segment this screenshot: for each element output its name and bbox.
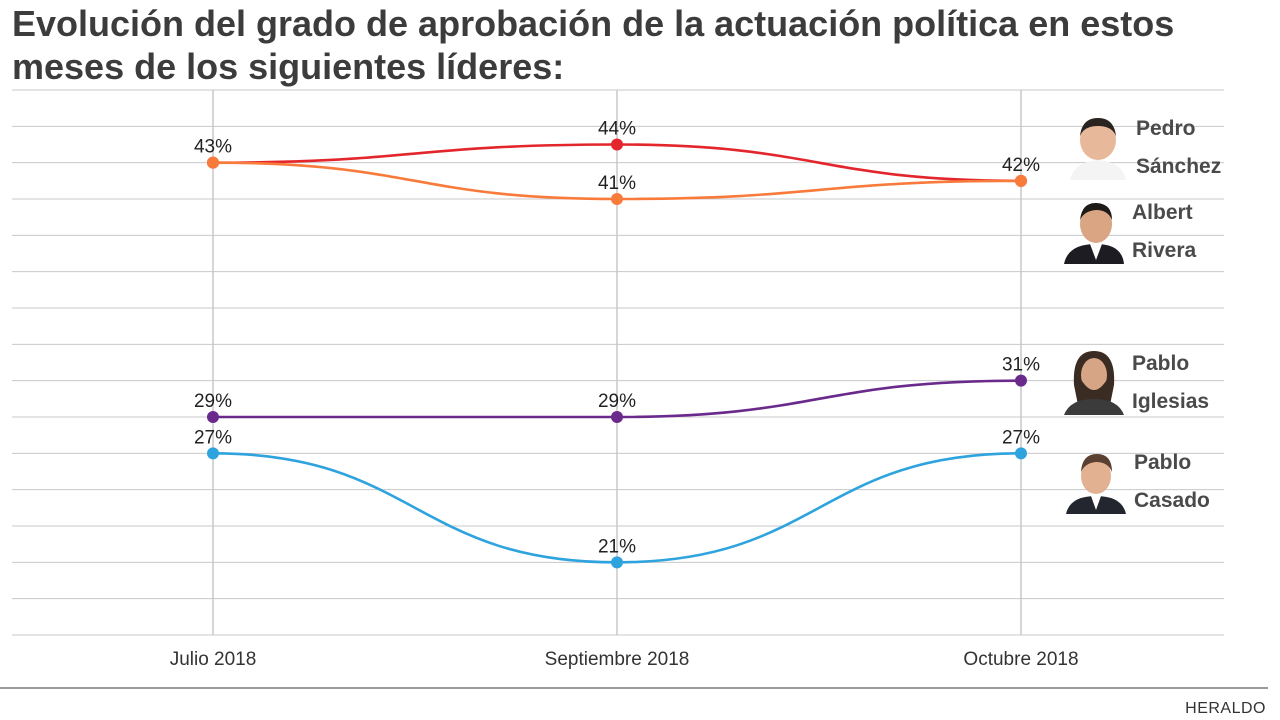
- data-point-pablo-casado: [611, 556, 623, 569]
- data-point-pablo-iglesias: [611, 411, 623, 423]
- data-label-pablo-casado: 21%: [598, 536, 636, 557]
- data-point-pablo-iglesias: [207, 411, 219, 423]
- x-tick-label: Julio 2018: [170, 649, 257, 670]
- data-point-pablo-iglesias: [1015, 374, 1027, 387]
- data-point-pablo-casado: [207, 447, 219, 460]
- legend-albert-rivera: Albert Rivera: [1064, 194, 1280, 274]
- line-chart: Julio 2018 Septiembre 2018 Octubre 2018 44%…: [12, 89, 1224, 670]
- legend-last-name: Iglesias: [1132, 390, 1210, 413]
- data-point-albert-rivera: [207, 156, 219, 169]
- data-point-pedro-sanchez: [611, 138, 623, 151]
- x-tick-label: Octubre 2018: [963, 649, 1078, 670]
- data-point-pablo-casado: [1015, 447, 1027, 460]
- data-label-pablo-iglesias: 29%: [194, 391, 232, 412]
- chart-title-line-2: meses de los siguientes líderes:: [12, 46, 565, 87]
- data-label-pedro-sanchez: 44%: [598, 119, 636, 140]
- x-tick-label: Septiembre 2018: [545, 649, 690, 670]
- pedro-sanchez-photo: [1070, 118, 1126, 180]
- data-label-albert-rivera: 41%: [598, 173, 636, 194]
- data-label-pablo-casado: 27%: [194, 427, 232, 448]
- data-label-pablo-casado: 27%: [1002, 427, 1040, 448]
- data-label-pedro-sanchez: 42%: [1002, 155, 1040, 176]
- legend-first-name: Pablo: [1132, 352, 1190, 375]
- legend-pablo-casado: Pablo Casado: [1066, 444, 1280, 524]
- source-credit: HERALDO: [1185, 700, 1266, 717]
- albert-rivera-photo: [1064, 202, 1124, 264]
- pablo-iglesias-photo: [1064, 351, 1124, 415]
- data-label-pablo-iglesias: 31%: [1002, 355, 1040, 376]
- chart-title: Evolución del grado de aprobación de la …: [12, 2, 1280, 94]
- legend-first-name: Pablo: [1134, 451, 1192, 474]
- legend-first-name: Albert: [1132, 201, 1193, 224]
- data-label-albert-rivera: 43%: [194, 137, 232, 158]
- data-point-albert-rivera: [611, 193, 623, 205]
- chart-title-line-1: Evolución del grado de aprobación de la …: [12, 3, 1175, 44]
- data-label-pablo-iglesias: 29%: [598, 391, 636, 412]
- data-point-albert-rivera: [1015, 174, 1027, 187]
- legend-pedro-sanchez: Pedro Sánchez: [1068, 110, 1280, 190]
- pablo-casado-photo: [1066, 454, 1126, 514]
- legend-pablo-iglesias: Pablo Iglesias: [1064, 345, 1280, 425]
- legend-last-name: Sánchez: [1136, 155, 1222, 178]
- legend-first-name: Pedro: [1136, 117, 1196, 140]
- footer-divider: [0, 687, 1268, 689]
- legend-last-name: Casado: [1134, 489, 1210, 512]
- legend-last-name: Rivera: [1132, 239, 1197, 262]
